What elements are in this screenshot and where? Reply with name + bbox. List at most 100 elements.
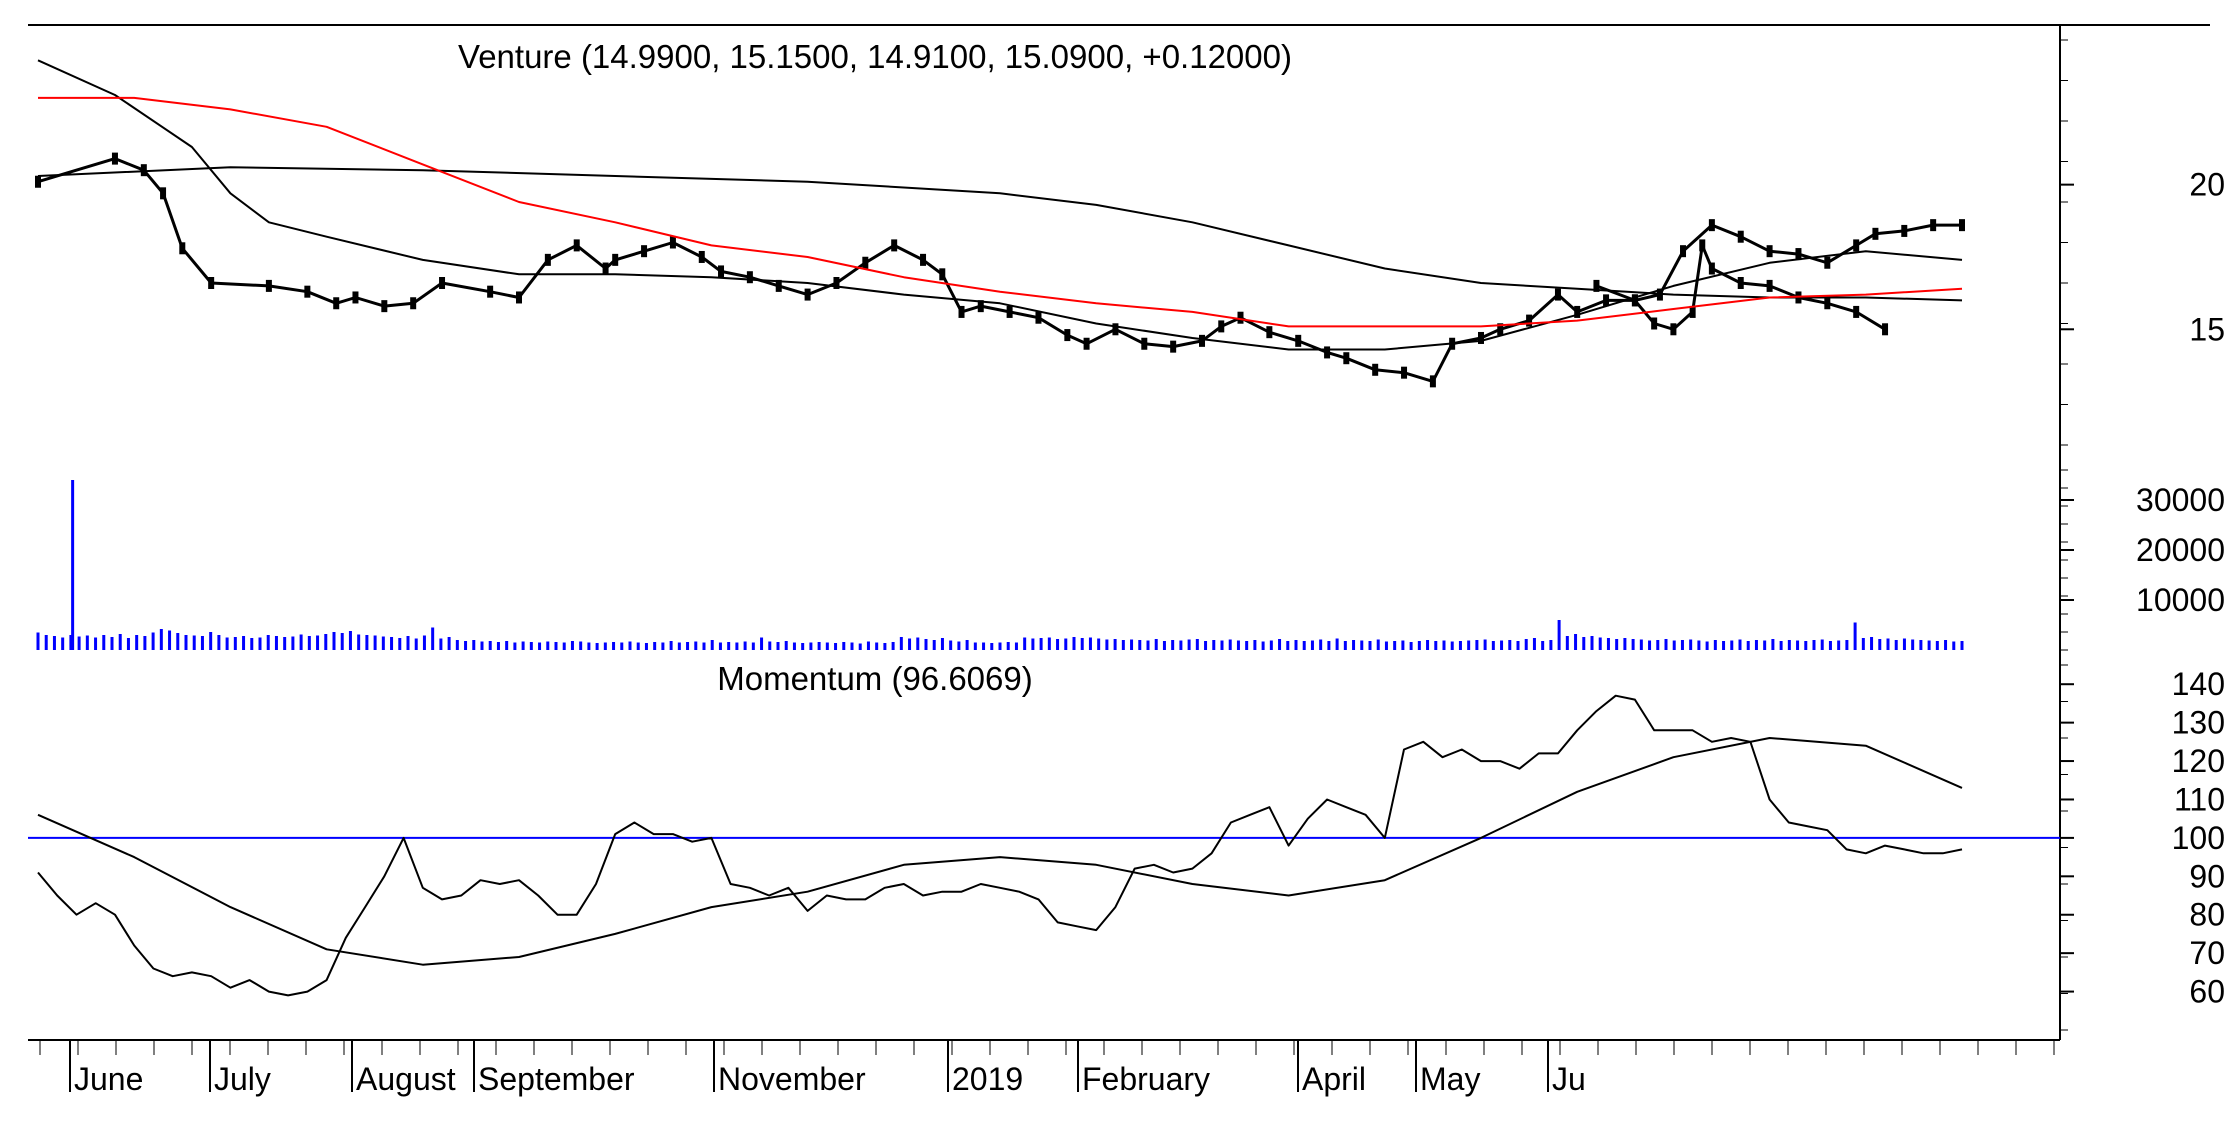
price-chart-title: Venture (14.9900, 15.1500, 14.9100, 15.0… (458, 38, 1292, 75)
candle (1372, 363, 1379, 376)
candle (1295, 334, 1302, 347)
candle (669, 236, 676, 249)
candle (265, 279, 272, 292)
y-tick-label: 110 (2174, 781, 2225, 817)
candle (1083, 337, 1090, 350)
candle (487, 285, 494, 298)
candle (439, 277, 446, 289)
candle (977, 300, 984, 313)
candle (1651, 317, 1658, 330)
x-axis: June July August September November 2019 Febru… (39, 1040, 2055, 1097)
candle (641, 245, 648, 258)
price-line (37, 157, 1962, 383)
y-tick-label: 80 (2189, 897, 2225, 933)
candle (939, 268, 946, 281)
x-tick-label: April (1302, 1061, 1366, 1097)
candle (1708, 219, 1715, 232)
candle (1853, 305, 1860, 318)
candle (920, 253, 927, 266)
y-tick-label: 90 (2189, 858, 2225, 894)
y-tick-label: 130 (2172, 705, 2225, 741)
candle (1737, 277, 1744, 289)
candle (1497, 323, 1504, 336)
candle (1766, 279, 1773, 292)
candle (1006, 305, 1013, 318)
y-tick-label: 20 (2189, 167, 2225, 203)
candle (1737, 230, 1744, 243)
candle (1882, 323, 1889, 336)
candle (1689, 305, 1696, 318)
candle (1064, 329, 1071, 342)
candle (1112, 323, 1119, 336)
candle (1699, 239, 1706, 252)
candle (1901, 224, 1908, 237)
y-tick-label: 20000 (2136, 532, 2225, 568)
ma-red-line (38, 96, 1963, 328)
candle (1343, 352, 1350, 365)
candle (1631, 294, 1638, 307)
candle (1574, 305, 1581, 318)
y-axis: 20 15 30000 20000 10000 140130120110100908070… (2060, 39, 2225, 1031)
candle (1324, 346, 1331, 359)
candle (1766, 245, 1773, 258)
candle (958, 305, 965, 318)
y-tick-label: 100 (2172, 820, 2225, 856)
y-tick-label: 140 (2172, 666, 2225, 702)
candle (1795, 248, 1802, 261)
y-tick-label: 10000 (2136, 582, 2225, 618)
y-tick-label: 30000 (2136, 482, 2225, 518)
x-tick-label: November (718, 1061, 866, 1097)
price-panel (35, 59, 1965, 388)
candle (1401, 366, 1408, 379)
candle (1429, 375, 1436, 388)
candle (35, 175, 41, 188)
candle (1824, 297, 1831, 310)
x-tick-label: 2019 (952, 1061, 1023, 1097)
candle (833, 277, 840, 289)
candle (1526, 314, 1533, 327)
y-tick-label: 60 (2189, 974, 2225, 1010)
candle (804, 288, 811, 301)
candle (698, 250, 705, 263)
candle (573, 239, 580, 252)
candle (1266, 326, 1273, 339)
x-tick-label: February (1082, 1061, 1210, 1097)
momentum-panel (28, 694, 2060, 997)
candle (602, 262, 609, 275)
candle (304, 285, 311, 298)
candle (775, 279, 782, 292)
x-tick-label: Ju (1552, 1061, 1586, 1097)
candle (1170, 340, 1177, 353)
candle (160, 187, 167, 200)
candle (891, 239, 898, 252)
momentum-chart-title: Momentum (96.6069) (717, 660, 1032, 697)
candle (1218, 320, 1225, 333)
candle (544, 253, 551, 266)
candle (111, 152, 118, 165)
candle (1593, 279, 1600, 292)
candle (516, 291, 522, 304)
candle (381, 300, 388, 313)
candle (1199, 334, 1206, 347)
candle (1141, 337, 1148, 350)
candle (1853, 239, 1860, 252)
candle (1872, 227, 1879, 240)
ma-slow-line (37, 166, 1963, 302)
candle (140, 164, 147, 177)
candle (718, 265, 725, 278)
candle (1680, 245, 1687, 258)
x-tick-label: September (478, 1061, 635, 1097)
volume-panel (36, 480, 1964, 650)
candle (746, 271, 753, 284)
candle (333, 297, 340, 310)
candle (1824, 256, 1831, 269)
candle (1035, 311, 1042, 324)
candle (1237, 311, 1244, 324)
candle (208, 277, 215, 289)
candle (1554, 288, 1561, 301)
candle (1478, 331, 1484, 344)
x-tick-label: August (356, 1061, 456, 1097)
x-tick-label: May (1420, 1061, 1480, 1097)
